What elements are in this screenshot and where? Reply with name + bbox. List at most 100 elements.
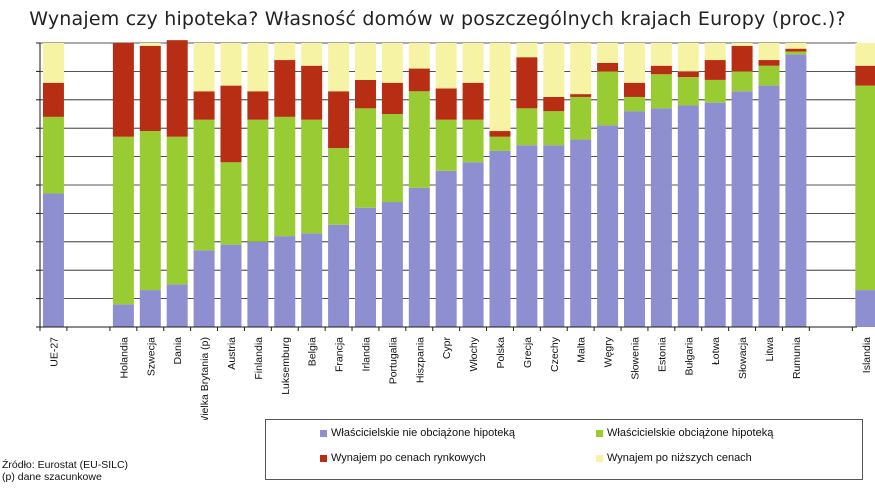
bar-segment	[247, 119, 269, 242]
bar-segment	[328, 43, 350, 92]
bar-segment	[570, 43, 592, 95]
bar-segment	[650, 65, 672, 75]
bar-segment	[785, 43, 807, 49]
bar-segment	[112, 43, 134, 137]
bar-segment	[435, 170, 457, 327]
category-label: Grecja	[522, 337, 534, 368]
bar-segment	[855, 290, 875, 327]
bar-segment	[623, 96, 645, 112]
bar-segment	[785, 54, 807, 328]
bar-segment	[650, 43, 672, 66]
bar-segment	[650, 108, 672, 327]
bar-segment	[704, 43, 726, 61]
bar-segment	[166, 136, 188, 285]
legend-swatch-rent-market	[320, 454, 327, 462]
bar-segment	[408, 91, 430, 188]
bar-segment	[855, 43, 875, 66]
bar-segment	[597, 71, 619, 126]
bar-segment	[489, 136, 511, 151]
category-label: Litwa	[764, 337, 776, 362]
bar-segment	[112, 136, 134, 305]
bar-segment	[42, 116, 64, 194]
bar-segment	[758, 85, 780, 327]
bar-segment	[462, 82, 484, 120]
bar-segment	[677, 105, 699, 327]
bar-segment	[220, 162, 242, 245]
bar-segment	[381, 43, 403, 83]
bar-segment	[408, 187, 430, 327]
bar-segment	[516, 57, 538, 109]
bar-segment	[731, 45, 753, 72]
category-label: Austria	[226, 337, 238, 370]
category-label: Malta	[576, 337, 588, 363]
bar-segment	[139, 43, 161, 46]
category-label: Słowacja	[737, 337, 749, 379]
estimate-note: (p) dane szacunkowe	[2, 471, 102, 483]
legend-item-owner-no-mortgage: Właścicielskie nie obciążone hipoteką	[320, 427, 515, 439]
bar-segment	[408, 68, 430, 92]
bar-segment	[381, 202, 403, 327]
bar-segment	[274, 116, 296, 237]
bar-segment	[462, 162, 484, 327]
bar-segment	[704, 60, 726, 80]
bar-segment	[139, 290, 161, 327]
bar-segment	[543, 43, 565, 97]
bar-segment	[274, 236, 296, 327]
bar-segment	[758, 65, 780, 86]
bar-segment	[247, 241, 269, 327]
bar-segment	[623, 43, 645, 83]
bar-segment	[855, 65, 875, 86]
category-labels: UE-27 Holandia Szwecja Dania Wielka Brytania…	[48, 336, 873, 420]
bar-segment	[677, 43, 699, 72]
bar-segment	[677, 71, 699, 78]
category-label: Portugalia	[387, 337, 399, 384]
category-label: Rumunia	[791, 337, 803, 379]
bar-segment	[758, 60, 780, 66]
category-label: Cypr	[441, 336, 453, 359]
bar-segment	[731, 71, 753, 92]
source-note: Źródło: Eurostat (EU-SILC) (p) dane szac…	[2, 459, 128, 483]
bar-segment	[489, 43, 511, 132]
bar-segment	[543, 111, 565, 146]
bar-segment	[650, 74, 672, 109]
legend-label: Wynajem po cenach rynkowych	[331, 452, 486, 464]
bar-segment	[855, 85, 875, 291]
bar-segment	[489, 150, 511, 327]
bar-segment	[597, 125, 619, 327]
category-label: Czechy	[549, 336, 561, 372]
legend-label: Wynajem po niższych cenach	[607, 452, 752, 464]
bar-segment	[42, 82, 64, 117]
bar-segment	[462, 119, 484, 163]
category-label: Dania	[172, 337, 184, 365]
bar-segment	[516, 43, 538, 58]
bar-segment	[435, 43, 457, 89]
bar-segment	[570, 96, 592, 140]
bar-segment	[516, 108, 538, 146]
bar-segment	[354, 43, 376, 80]
bar-segment	[704, 102, 726, 327]
bar-segment	[328, 148, 350, 225]
legend-swatch-rent-reduced	[596, 454, 603, 462]
bar-segment	[381, 114, 403, 203]
bar-segment	[543, 96, 565, 112]
category-label: Estonia	[656, 337, 668, 372]
bar-segment	[247, 43, 269, 92]
category-label: Islandia	[861, 337, 873, 373]
bar-segment	[274, 60, 296, 117]
bar-segment	[516, 145, 538, 327]
bar-segment	[328, 224, 350, 327]
bar-segment	[354, 207, 376, 327]
chart-title: Wynajem czy hipoteka? Własność domów w p…	[29, 8, 846, 30]
bar-segment	[42, 43, 64, 83]
bar-segment	[597, 62, 619, 72]
bar-segment	[731, 91, 753, 327]
bar-segment	[677, 77, 699, 106]
bar-segment	[42, 193, 64, 327]
source-line: Źródło: Eurostat (EU-SILC)	[2, 459, 129, 471]
category-label: Łotwa	[710, 337, 722, 365]
bar-segment	[704, 79, 726, 103]
bar-segment	[301, 119, 323, 234]
stacked-bar-chart: UE-27 Holandia Szwecja Dania Wielka Brytania…	[36, 40, 875, 420]
category-label: Luksemburg	[280, 337, 292, 395]
category-label: Węgry	[603, 336, 615, 367]
